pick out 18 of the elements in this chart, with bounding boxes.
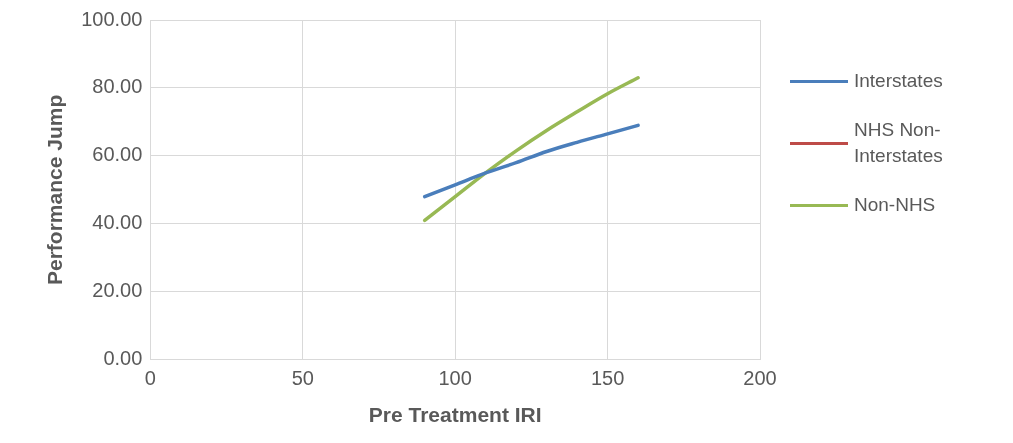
legend-label: Interstates (854, 69, 944, 93)
x-axis-title: Pre Treatment IRI (368, 403, 542, 427)
y-tick-label: 100.00 (81, 7, 143, 30)
legend-label: Non-NHS (854, 193, 937, 217)
y-tick-label: 40.00 (92, 211, 143, 234)
x-tick-label: 150 (590, 367, 625, 390)
y-tick-label: 80.00 (92, 75, 143, 98)
legend-label: NHS Non-Interstates (854, 118, 944, 168)
line-series (422, 123, 640, 199)
x-tick-label: 50 (291, 367, 314, 390)
line-series (422, 76, 640, 223)
y-axis-title: Performance Jump (43, 94, 67, 286)
x-tick-label: 0 (144, 367, 156, 390)
x-tick-label: 100 (438, 367, 472, 390)
y-tick-label: 60.00 (92, 143, 143, 166)
y-tick-label: 0.00 (103, 347, 143, 370)
y-tick-label: 20.00 (92, 279, 143, 302)
x-tick-label: 200 (743, 367, 777, 390)
